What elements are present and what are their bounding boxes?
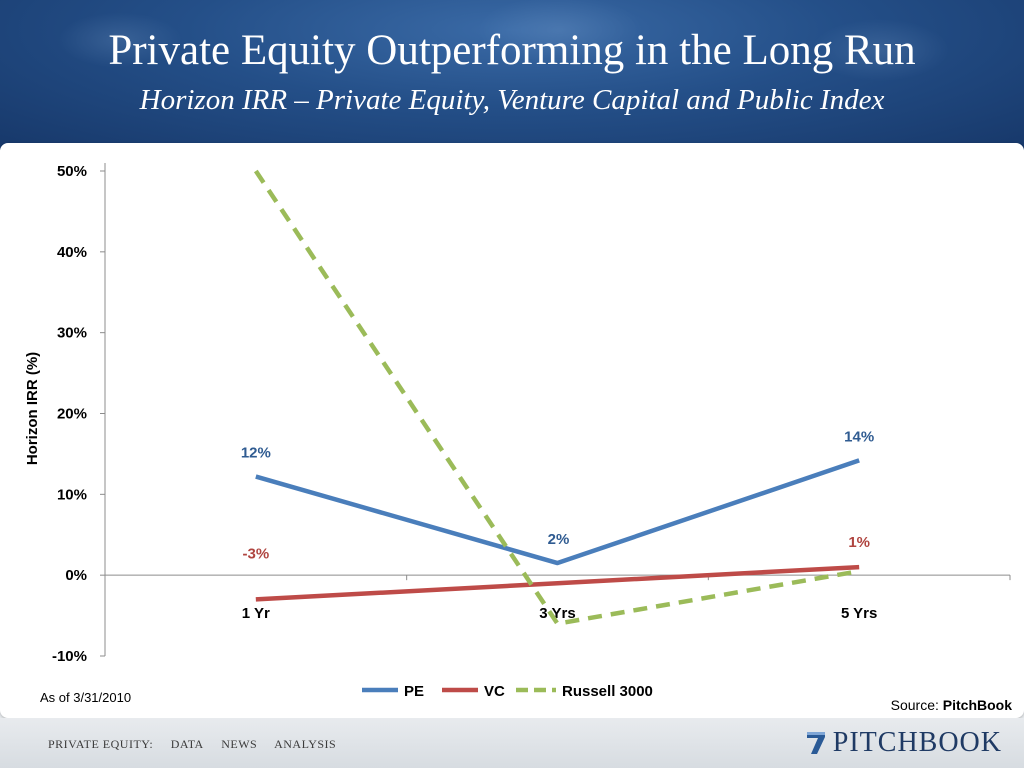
x-tick-label: 1 Yr — [242, 605, 270, 622]
slide-title: Private Equity Outperforming in the Long… — [108, 27, 916, 74]
y-tick-label: -10% — [52, 648, 87, 665]
series-line-pe — [255, 458, 860, 566]
footer-nav: PRIVATE EQUITY: DATA NEWS ANALYSIS — [48, 737, 350, 752]
header-banner: Private Equity Outperforming in the Long… — [0, 0, 1024, 150]
data-label: 1% — [848, 534, 870, 551]
source-note: Source: PitchBook — [891, 697, 1012, 713]
chart-legend: PE VC Russell 3000 — [362, 683, 653, 700]
line-chart: -10% 0% 10% 20% 30% 40% 50% 1 Yr 3 Yrs 5 Yrs Horiz… — [24, 163, 1011, 700]
data-label: 12% — [241, 445, 271, 462]
data-label: 2% — [548, 531, 570, 548]
legend-label-russell-3000: Russell 3000 — [562, 683, 653, 700]
data-label: -3% — [242, 545, 269, 562]
y-tick-label: 50% — [57, 163, 87, 180]
y-tick-label: 20% — [57, 406, 87, 423]
y-axis-title: Horizon IRR (%) — [24, 352, 41, 465]
pitchbook-logo-icon — [806, 732, 825, 754]
series-line-vc — [255, 564, 860, 602]
y-tick-label: 40% — [57, 244, 87, 261]
y-tick-label: 30% — [57, 325, 87, 342]
source-prefix: Source: — [890, 697, 943, 713]
chart-panel — [0, 143, 1024, 718]
nav-data[interactable]: DATA — [170, 737, 204, 751]
pitchbook-logo-text: PITCHBOOK — [832, 727, 1002, 758]
world-map-background — [0, 0, 1024, 150]
source-name: PitchBook — [942, 697, 1012, 713]
chart-axes: -10% 0% 10% 20% 30% 40% 50% 1 Yr 3 Yrs 5 Yrs Horiz… — [24, 163, 1011, 665]
nav-news[interactable]: NEWS — [221, 737, 258, 751]
nav-private-equity[interactable]: PRIVATE EQUITY: — [48, 737, 154, 751]
as-of-note: As of 3/31/2010 — [40, 690, 132, 705]
chart-data-labels: 12% 2% 14% -3% 1% — [241, 428, 874, 562]
chart-series — [253, 169, 860, 626]
legend-label-vc: VC — [484, 683, 505, 700]
legend-label-pe: PE — [404, 683, 424, 700]
footer-bar — [0, 718, 1024, 768]
series-line-russell-3000 — [253, 169, 860, 626]
data-label: 14% — [844, 428, 874, 445]
y-tick-label: 0% — [65, 567, 87, 584]
y-tick-label: 10% — [57, 486, 87, 503]
nav-analysis[interactable]: ANALYSIS — [274, 737, 337, 751]
x-tick-label: 3 Yrs — [539, 605, 575, 622]
slide-subtitle: Horizon IRR – Private Equity, Venture Ca… — [139, 84, 885, 116]
pitchbook-logo: PITCHBOOK — [805, 727, 1002, 758]
x-tick-label: 5 Yrs — [841, 605, 877, 622]
